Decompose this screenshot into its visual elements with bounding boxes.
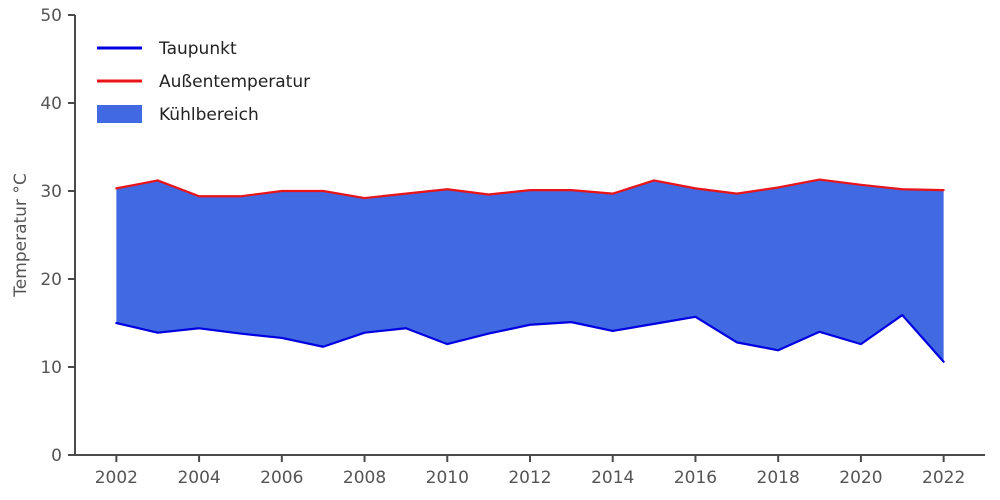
y-axis-tick-label: 10 — [40, 358, 62, 378]
y-axis-tick-label: 20 — [40, 270, 62, 290]
dew-point-line — [115, 313, 945, 363]
x-axis-tick-label: 2022 — [922, 468, 965, 488]
y-axis-tick-label: 0 — [51, 446, 62, 466]
legend-label-aussentemperatur: Außentemperatur — [159, 72, 310, 92]
x-axis-tick-label: 2002 — [95, 468, 138, 488]
x-axis-tick-label: 2018 — [757, 468, 800, 488]
x-axis-tick-label: 2010 — [426, 468, 469, 488]
x-axis-tick-label: 2012 — [508, 468, 551, 488]
legend-patch-kuehlbereich — [97, 105, 142, 123]
x-axis-tick-label: 2006 — [260, 468, 303, 488]
x-axis-tick-label: 2014 — [591, 468, 634, 488]
x-axis-tick-label: 2020 — [839, 468, 882, 488]
y-axis-tick-label: 40 — [40, 94, 62, 114]
y-axis-tick-label: 50 — [40, 6, 62, 26]
x-axis-tick-label: 2008 — [343, 468, 386, 488]
outdoor-temperature-line — [115, 178, 945, 200]
x-axis-tick-label: 2016 — [674, 468, 717, 488]
y-axis-tick-label: 30 — [40, 182, 62, 202]
cooling-range-area — [116, 179, 944, 362]
x-axis-tick-label: 2004 — [177, 468, 220, 488]
legend-label-kuehlbereich: Kühlbereich — [159, 105, 259, 125]
y-axis-label: Temperatur °C — [11, 173, 31, 297]
legend-label-taupunkt: Taupunkt — [158, 39, 237, 59]
